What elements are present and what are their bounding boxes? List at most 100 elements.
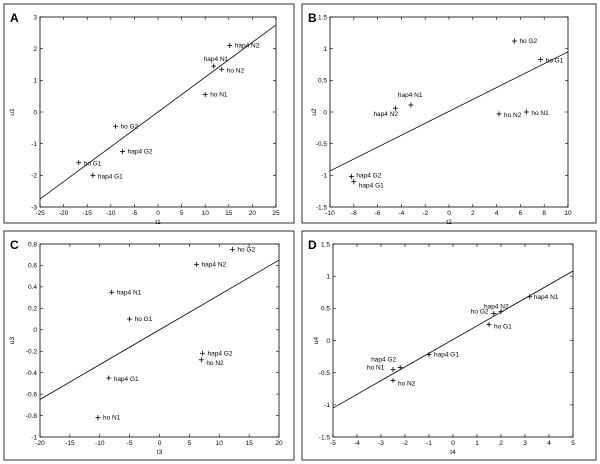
- panel-letter: D: [308, 238, 317, 252]
- y-tick-label: 0.2: [28, 306, 37, 313]
- point-label: hap4 G2: [208, 350, 233, 357]
- x-tick-label: 0: [158, 440, 162, 447]
- data-point: hap4 G2: [371, 357, 403, 371]
- y-tick-label: -1.5: [319, 434, 331, 441]
- data-point: hap4 G1: [426, 352, 459, 359]
- panel-letter: A: [10, 11, 19, 25]
- y-tick-label: 1: [33, 78, 37, 85]
- data-point: hap4 N2: [194, 261, 227, 268]
- data-point: ho N1: [95, 415, 121, 422]
- x-tick-label: 0: [447, 210, 451, 217]
- data-point: ho N2: [198, 357, 224, 367]
- y-tick-label: 0: [33, 327, 37, 334]
- x-tick-label: 10: [216, 440, 224, 447]
- y-tick-label: 1: [326, 273, 330, 280]
- point-label: hap4 N2: [202, 261, 227, 268]
- data-point: hap4 N2: [227, 43, 260, 50]
- y-tick-label: 0: [323, 109, 327, 116]
- data-point: ho G1: [486, 321, 512, 330]
- x-tick-label: -8: [351, 210, 357, 217]
- point-label: ho G2: [237, 246, 255, 253]
- x-tick-label: 15: [225, 210, 233, 217]
- data-point: hap4 G1: [90, 172, 123, 180]
- data-point: hap4 N1: [204, 56, 229, 69]
- data-point: ho G2: [471, 308, 497, 316]
- x-tick-label: -2: [422, 210, 428, 217]
- x-tick-label: 2: [499, 440, 503, 447]
- x-tick-label: -15: [82, 210, 92, 217]
- point-label: ho G1: [546, 57, 564, 64]
- point-label: ho G2: [121, 123, 139, 130]
- panel-c: C -20 -15 -10 -5 0 5 10 15 20 -1 -0.8 -0.6 -0.4 -0.2 0 0…: [3, 230, 295, 461]
- y-tick-label: -0.2: [26, 349, 38, 356]
- x-tick-label: 25: [272, 210, 280, 217]
- data-point: ho G2: [511, 38, 538, 45]
- y-tick-label: -1: [31, 141, 37, 148]
- point-label: hap4 G1: [114, 376, 139, 383]
- y-tick-label: 0: [33, 109, 37, 116]
- data-point: ho N1: [523, 109, 549, 117]
- fit-line: [40, 24, 276, 200]
- y-tick-label: 0.8: [28, 241, 37, 248]
- x-tick-label: 1: [475, 440, 479, 447]
- y-axis-label: u3: [9, 337, 16, 345]
- x-tick-label: 4: [495, 210, 499, 217]
- axes-box: [332, 243, 574, 438]
- x-tick-label: -25: [35, 210, 45, 217]
- y-tick-label: -1: [324, 402, 330, 409]
- data-point: ho G1: [538, 56, 564, 64]
- x-tick-label: 5: [571, 440, 575, 447]
- x-tick-label: -10: [325, 210, 335, 217]
- point-label: hap4 N1: [204, 56, 229, 63]
- point-label: ho N1: [103, 415, 121, 422]
- point-label: hap4 N2: [235, 43, 260, 50]
- y-tick-label: -0.5: [316, 141, 328, 148]
- point-label: hap4 G1: [434, 352, 459, 359]
- point-label: ho N1: [531, 110, 549, 117]
- x-tick-label: -5: [127, 440, 133, 447]
- x-tick-label: -5: [330, 440, 336, 447]
- x-tick-label: 15: [246, 440, 254, 447]
- y-tick-label: -1: [31, 434, 37, 441]
- y-axis-label: u2: [311, 108, 318, 116]
- data-point: ho G2: [229, 246, 255, 253]
- point-label: hap4 N2: [373, 111, 398, 118]
- x-tick-label: 3: [523, 440, 527, 447]
- point-label: hap4 G2: [371, 357, 396, 364]
- y-tick-label: 2: [33, 46, 37, 53]
- y-tick-label: 0.5: [321, 306, 330, 313]
- data-point: ho N1: [367, 364, 396, 372]
- point-label: hap4 N2: [484, 304, 509, 311]
- point-label: ho N2: [398, 380, 416, 387]
- x-tick-label: -20: [35, 440, 45, 447]
- point-label: ho G1: [135, 316, 153, 323]
- point-label: ho G1: [84, 161, 102, 168]
- data-point: ho N2: [219, 66, 245, 74]
- panel-letter: C: [10, 238, 19, 252]
- data-point: hap4 N1: [109, 289, 142, 296]
- x-tick-label: 0: [451, 440, 455, 447]
- y-tick-label: 0.6: [28, 263, 37, 270]
- x-axis-label: t2: [446, 219, 452, 226]
- point-label: ho G2: [519, 38, 537, 45]
- point-label: hap4 G1: [359, 183, 384, 190]
- x-tick-label: -10: [106, 210, 116, 217]
- x-tick-label: 6: [519, 210, 523, 217]
- y-tick-label: 0.4: [28, 284, 37, 291]
- y-tick-label: -2: [31, 173, 37, 180]
- y-tick-label: -1: [321, 173, 327, 180]
- axes-box: [39, 243, 280, 438]
- y-axis-label: u4: [313, 337, 320, 345]
- point-label: ho N1: [367, 364, 385, 371]
- data-point: ho G1: [76, 160, 102, 168]
- data-point: hap4 G2: [120, 149, 153, 156]
- data-point: hap4 G1: [106, 375, 139, 383]
- data-point: hap4 G1: [351, 179, 384, 190]
- x-tick-label: -4: [399, 210, 405, 217]
- point-label: ho G1: [494, 323, 512, 330]
- y-tick-label: -0.5: [319, 370, 331, 377]
- panel-border: [301, 230, 597, 461]
- panel-border: [301, 3, 597, 224]
- point-label: ho N2: [504, 112, 522, 119]
- point-label: ho N2: [227, 67, 245, 74]
